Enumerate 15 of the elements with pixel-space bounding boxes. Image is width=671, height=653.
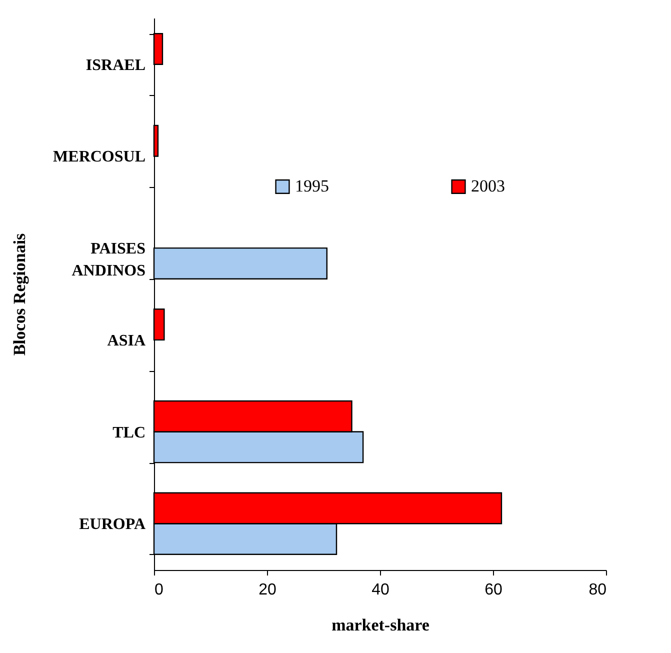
x-axis-title: market-share (332, 616, 430, 634)
y-tick-label: ISRAEL (86, 56, 146, 74)
y-tick-label: PAISES ANDINOS (72, 240, 146, 280)
y-tick-label: EUROPA (79, 516, 146, 534)
x-tick-label: 0 (154, 582, 164, 598)
x-tick-label: 40 (372, 582, 390, 598)
y-axis-title: Blocos Regionais (10, 232, 30, 356)
legend-label: 1995 (295, 176, 329, 196)
x-tick-label: 20 (258, 582, 276, 598)
legend-label: 2003 (471, 176, 505, 196)
y-tick-label: MERCOSUL (53, 148, 146, 166)
y-tick-label: TLC (112, 424, 146, 442)
x-tick-label: 80 (588, 582, 607, 598)
x-tick-label: 60 (484, 582, 502, 598)
y-tick-label: ASIA (107, 332, 146, 350)
